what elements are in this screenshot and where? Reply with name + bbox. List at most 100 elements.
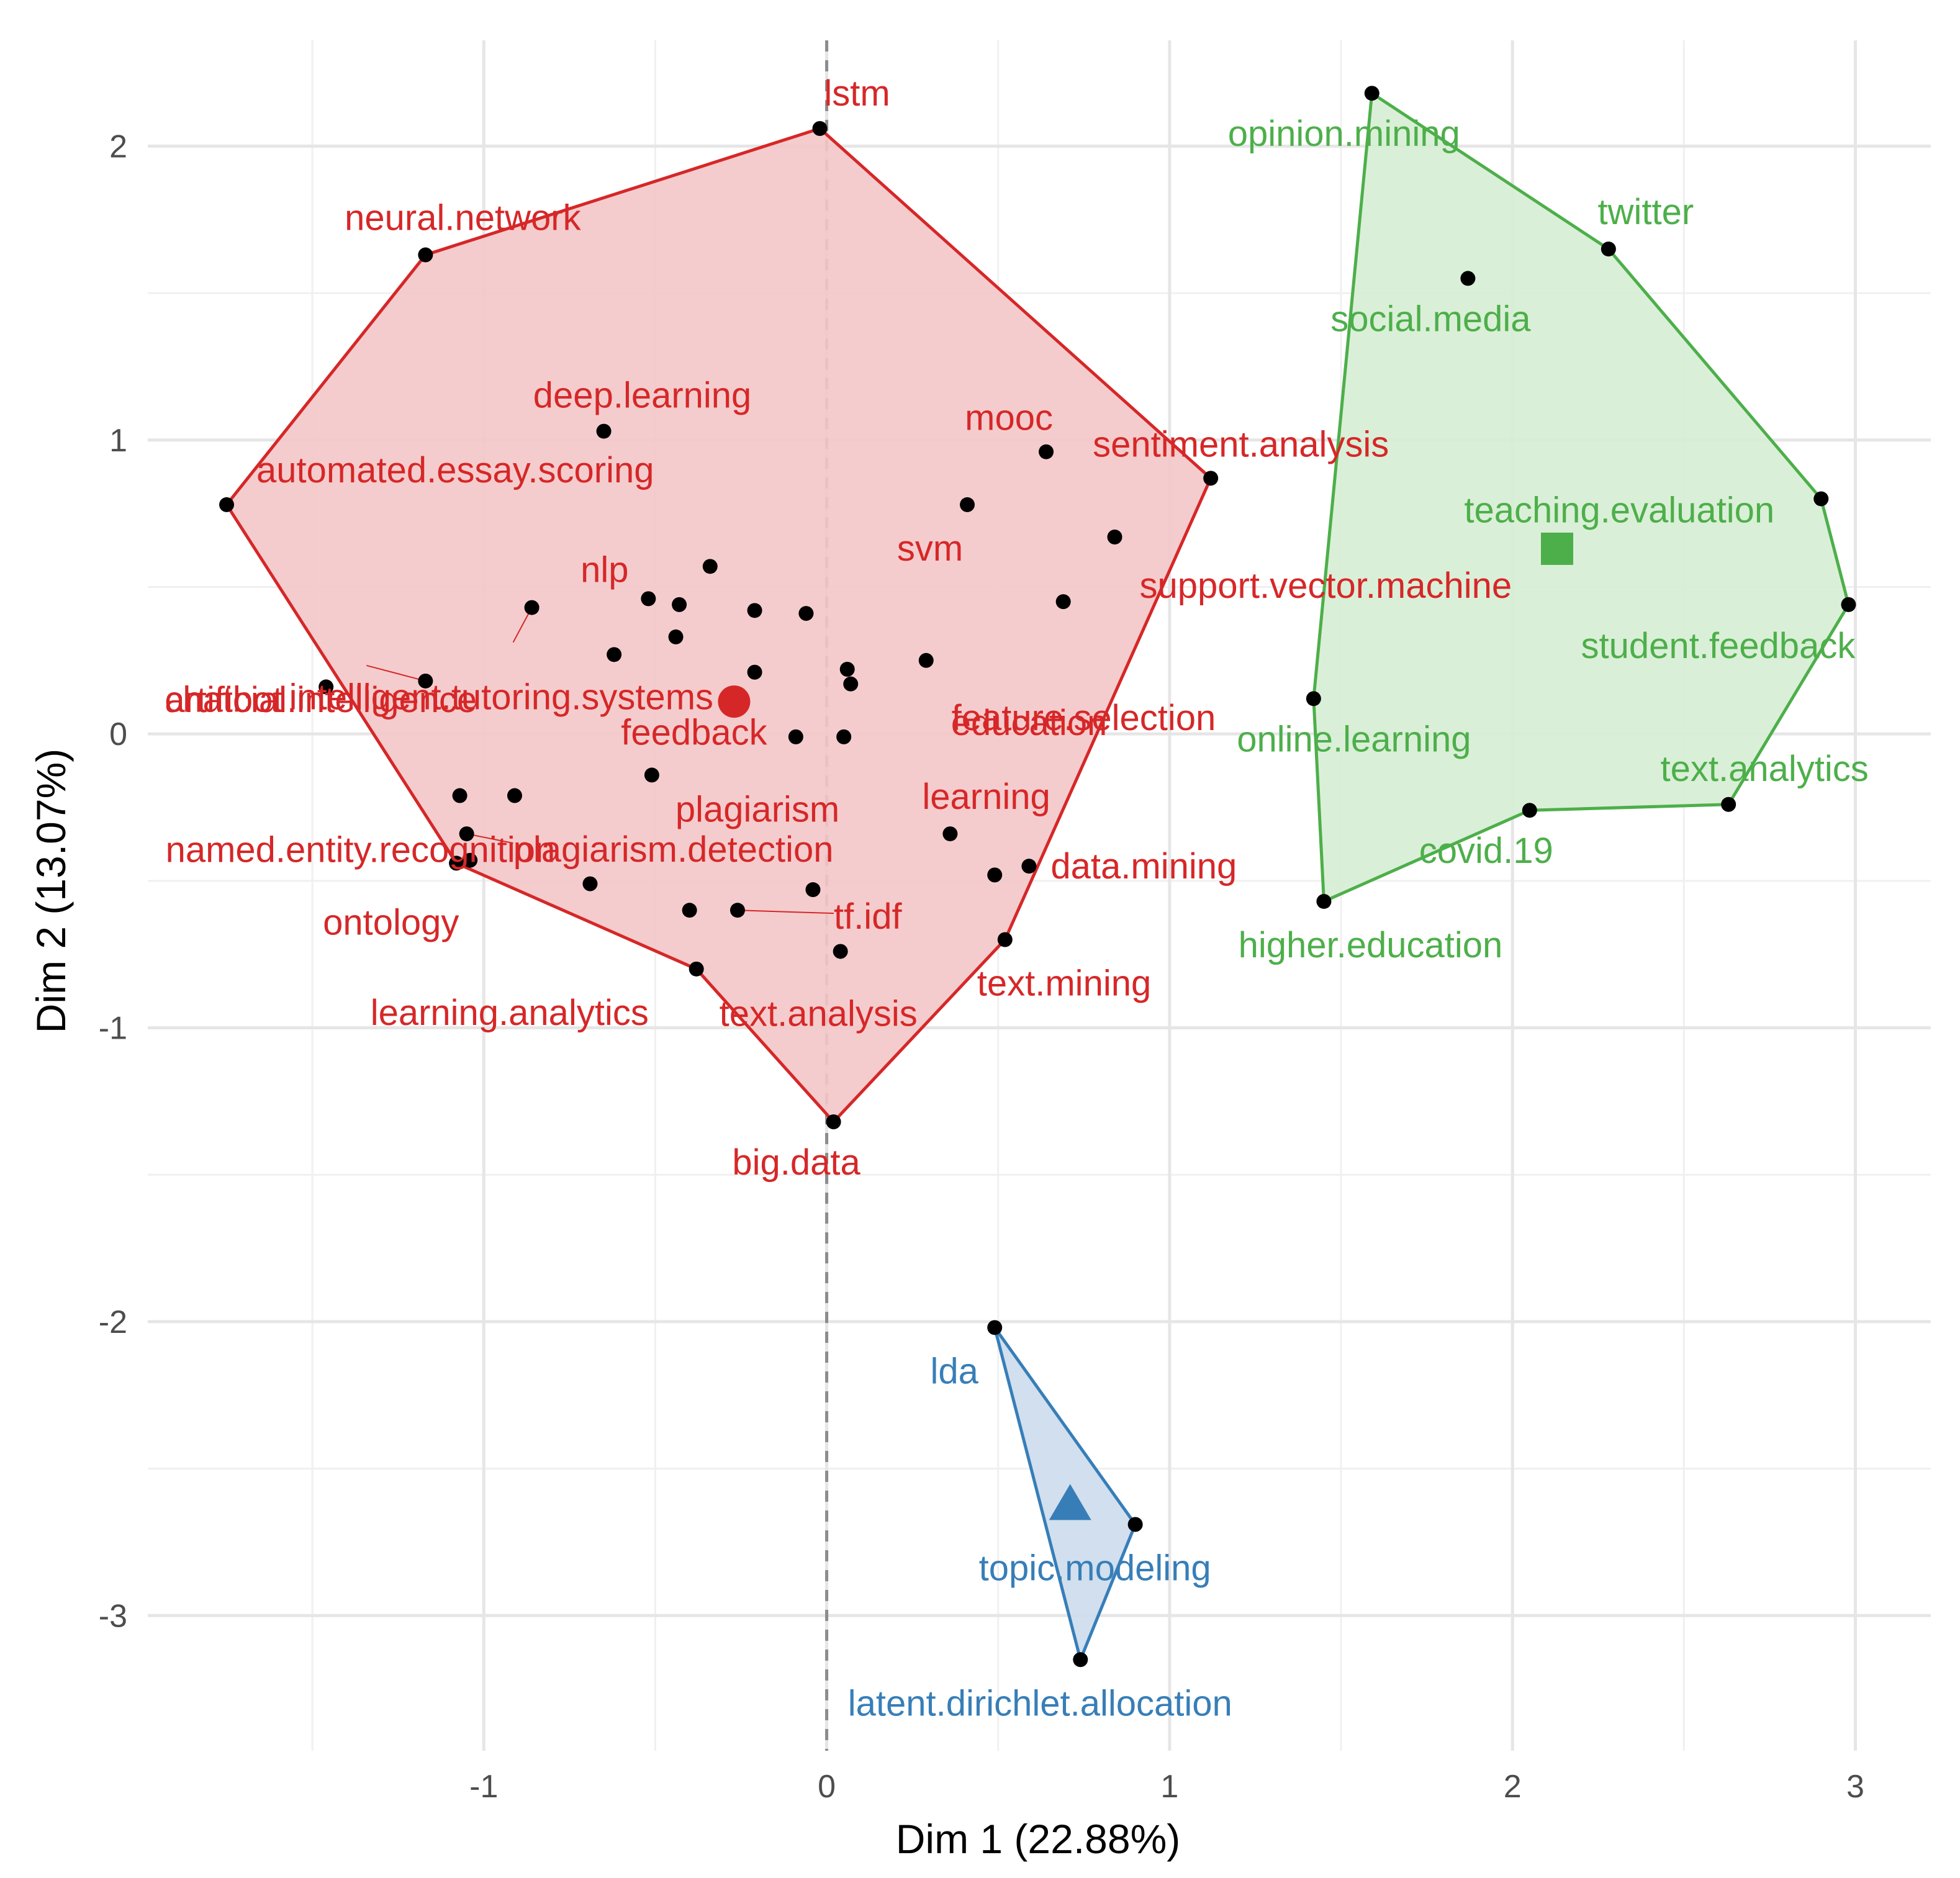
label-online-learning: online.learning — [1237, 719, 1471, 759]
label-learning: learning — [922, 777, 1050, 817]
x-tick-label: 3 — [1846, 1769, 1864, 1805]
y-tick-label: -3 — [99, 1598, 127, 1634]
point-lda — [987, 1320, 1003, 1335]
x-tick-label: -1 — [469, 1769, 498, 1805]
point-unlabeled — [463, 852, 478, 868]
label-artificial-intelligence: artificial.intelligence — [165, 680, 477, 720]
label-tf-idf: tf.idf — [834, 896, 902, 937]
cluster-1-centroid — [718, 685, 751, 718]
label-plagiarism: plagiarism — [675, 789, 839, 829]
y-axis-title: Dim 2 (13.07%) — [28, 749, 74, 1034]
label-ontology: ontology — [323, 902, 459, 942]
point-unlabeled — [839, 662, 855, 677]
cluster-2-centroid — [1540, 532, 1573, 565]
connector-artificial-intelligence — [366, 664, 426, 682]
point-feature-selection — [1055, 594, 1071, 610]
y-tick-label: 0 — [109, 716, 127, 752]
label-opinion-mining: opinion.mining — [1228, 114, 1460, 154]
point-unlabeled — [582, 876, 598, 892]
label-text-mining: text.mining — [977, 964, 1151, 1004]
point-ontology — [449, 855, 464, 871]
point-teaching-evaluation — [1813, 491, 1829, 507]
x-tick-label: 2 — [1504, 1769, 1522, 1805]
point-unlabeled — [747, 603, 762, 618]
label-named-entity-recognition: named.entity.recognition — [166, 830, 556, 870]
data-points — [219, 86, 1856, 1668]
point-text-analytics — [1721, 797, 1736, 812]
point-neural-network — [418, 247, 433, 263]
label-nlp: nlp — [580, 549, 628, 590]
label-automated-essay-scoring: automated.essay.scoring — [256, 450, 654, 490]
point-labels: lstm neural.network deep.learning automated… — [165, 73, 1869, 1723]
x-axis-ticks: -1 0 1 2 3 — [469, 1769, 1864, 1805]
label-text-analytics: text.analytics — [1661, 749, 1869, 789]
point-svm — [960, 497, 975, 512]
label-sentiment-analysis: sentiment.analysis — [1093, 424, 1389, 464]
point-unlabeled — [607, 647, 622, 662]
label-teaching-evaluation: teaching.evaluation — [1464, 490, 1774, 530]
point-automated-essay-scoring — [219, 497, 235, 512]
point-latent-dirichlet-allocation — [1073, 1652, 1088, 1668]
point-unlabeled — [507, 788, 522, 803]
point-unlabeled — [672, 597, 687, 612]
point-unlabeled — [788, 729, 803, 744]
point-covid-19 — [1522, 803, 1537, 818]
point-deep-learning — [596, 423, 612, 439]
label-data-mining: data.mining — [1050, 846, 1237, 887]
point-higher-education — [1316, 893, 1332, 909]
cluster-3-centroid — [1049, 1484, 1091, 1520]
label-higher-education: higher.education — [1239, 925, 1503, 965]
point-unlabeled — [805, 882, 821, 898]
point-lstm — [812, 121, 828, 137]
x-axis-title: Dim 1 (22.88%) — [896, 1816, 1181, 1862]
point-text-mining — [997, 932, 1013, 947]
point-artificial-intelligence — [418, 673, 433, 688]
label-intelligent-tutoring-systems: intelligent.tutoring.systems — [289, 677, 713, 718]
label-twitter: twitter — [1597, 192, 1694, 232]
label-education: education — [951, 703, 1108, 743]
label-support-vector-machine: support.vector.machine — [1140, 566, 1512, 606]
point-feedback — [843, 676, 859, 692]
label-neural-network: neural.network — [345, 198, 581, 238]
point-unlabeled — [682, 903, 697, 918]
point-learning — [942, 826, 958, 842]
point-online-learning — [1306, 691, 1321, 707]
label-topic-modeling: topic.modeling — [979, 1548, 1211, 1589]
point-support-vector-machine — [1107, 529, 1122, 544]
label-latent-dirichlet-allocation: latent.dirichlet.allocation — [848, 1683, 1232, 1723]
cluster-centroids — [718, 532, 1573, 1520]
label-plagiarism-detection: plagiarism.detection — [513, 829, 834, 870]
point-big-data — [826, 1114, 841, 1129]
y-tick-label: 2 — [109, 129, 127, 165]
point-sentiment-analysis — [1203, 471, 1219, 486]
point-topic-modeling — [1127, 1517, 1143, 1532]
point-twitter — [1601, 242, 1616, 257]
connector-plagiarism-detection — [466, 833, 513, 844]
point-student-feedback — [1841, 597, 1856, 612]
y-tick-label: -1 — [99, 1011, 127, 1047]
label-deep-learning: deep.learning — [533, 376, 752, 416]
point-education — [918, 652, 934, 668]
label-text-analysis: text.analysis — [720, 993, 918, 1034]
label-student-feedback: student.feedback — [1581, 626, 1856, 666]
connector-tf-idf — [737, 910, 834, 914]
point-opinion-mining — [1364, 86, 1380, 101]
label-feedback: feedback — [621, 713, 767, 753]
point-social-media — [1460, 271, 1476, 286]
label-lstm: lstm — [824, 73, 890, 114]
point-unlabeled — [987, 867, 1003, 883]
label-learning-analytics: learning.analytics — [371, 993, 649, 1033]
point-unlabeled — [452, 788, 467, 803]
point-plagiarism — [644, 767, 659, 783]
point-unlabeled — [798, 606, 814, 621]
point-chatbot — [318, 679, 334, 695]
point-plagiarism-detection — [459, 826, 474, 842]
y-tick-label: -2 — [99, 1304, 127, 1340]
label-social-media: social.media — [1330, 299, 1531, 339]
label-lda: lda — [930, 1351, 978, 1391]
x-tick-label: 1 — [1160, 1769, 1178, 1805]
x-tick-label: 0 — [818, 1769, 836, 1805]
label-big-data: big.data — [732, 1142, 860, 1183]
point-nlp — [702, 559, 718, 574]
